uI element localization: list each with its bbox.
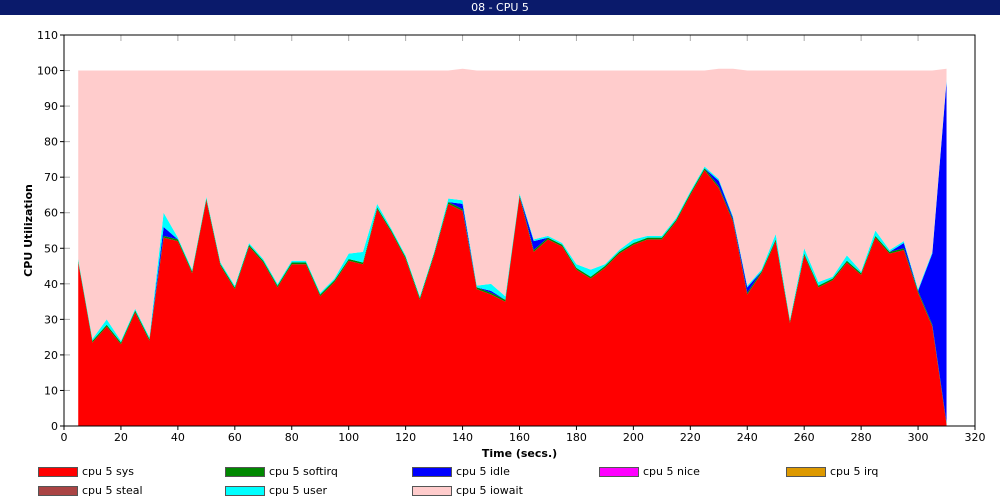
- x-tick-label-12: 240: [737, 431, 758, 444]
- y-tick-label-10: 100: [37, 65, 58, 78]
- x-tick-label-9: 180: [566, 431, 587, 444]
- x-tick-label-4: 80: [285, 431, 299, 444]
- legend-swatch: [599, 467, 639, 477]
- legend-label: cpu 5 iowait: [456, 484, 523, 497]
- x-tick-label-3: 60: [228, 431, 242, 444]
- cpu-utilization-chart: 0 10 20 30 40 50 60 70 80 90 100 110 0 20 40 60 80 100 12…: [22, 29, 986, 460]
- stacked-areas: [78, 68, 947, 426]
- x-tick-label-7: 140: [452, 431, 473, 444]
- legend-swatch: [412, 467, 452, 477]
- legend-swatch: [225, 467, 265, 477]
- legend-label: cpu 5 sys: [82, 465, 134, 478]
- y-tick-label-1: 10: [44, 384, 58, 397]
- legend-label: cpu 5 nice: [643, 465, 700, 478]
- x-axis-label: Time (secs.): [482, 447, 557, 460]
- legend-label: cpu 5 softirq: [269, 465, 338, 478]
- window-title: 08 - CPU 5: [0, 0, 1000, 15]
- y-tick-label-7: 70: [44, 171, 58, 184]
- y-tick-label-9: 90: [44, 100, 58, 113]
- grid-lines: [64, 35, 919, 391]
- legend-label: cpu 5 irq: [830, 465, 879, 478]
- y-tick-label-6: 60: [44, 207, 58, 220]
- x-tick-label-14: 280: [851, 431, 872, 444]
- legend-swatch: [38, 467, 78, 477]
- x-tick-label-11: 220: [680, 431, 701, 444]
- legend-swatch: [225, 486, 265, 496]
- legend-swatch: [412, 486, 452, 496]
- legend-label: cpu 5 steal: [82, 484, 143, 497]
- series-area-7: [78, 68, 947, 341]
- y-axis-label: CPU Utilization: [22, 184, 35, 277]
- y-tick-label-3: 30: [44, 313, 58, 326]
- x-tick-label-0: 0: [61, 431, 68, 444]
- x-tick-label-2: 40: [171, 431, 185, 444]
- x-axis-ticks: 0 20 40 60 80 100 120 140 160 180 200 220 240 260 280 3…: [61, 426, 986, 444]
- y-tick-label-5: 50: [44, 242, 58, 255]
- x-tick-label-13: 260: [794, 431, 815, 444]
- x-tick-label-5: 100: [338, 431, 359, 444]
- legend-label: cpu 5 user: [269, 484, 327, 497]
- x-tick-label-16: 320: [965, 431, 986, 444]
- y-axis-ticks: 0 10 20 30 40 50 60 70 80 90 100 110: [37, 29, 64, 433]
- x-tick-label-15: 300: [908, 431, 929, 444]
- legend-label: cpu 5 idle: [456, 465, 510, 478]
- y-tick-label-8: 80: [44, 136, 58, 149]
- x-tick-label-1: 20: [114, 431, 128, 444]
- chart-legend: cpu 5 sys cpu 5 softirq cpu 5 idle cpu 5 ni…: [0, 462, 1000, 504]
- x-tick-label-6: 120: [395, 431, 416, 444]
- legend-swatch: [38, 486, 78, 496]
- y-tick-label-11: 110: [37, 29, 58, 42]
- series-area-0: [78, 170, 947, 426]
- legend-swatch: [786, 467, 826, 477]
- y-tick-label-2: 20: [44, 349, 58, 362]
- x-tick-label-8: 160: [509, 431, 530, 444]
- y-tick-label-4: 40: [44, 278, 58, 291]
- x-tick-label-10: 200: [623, 431, 644, 444]
- y-tick-label-0: 0: [51, 420, 58, 433]
